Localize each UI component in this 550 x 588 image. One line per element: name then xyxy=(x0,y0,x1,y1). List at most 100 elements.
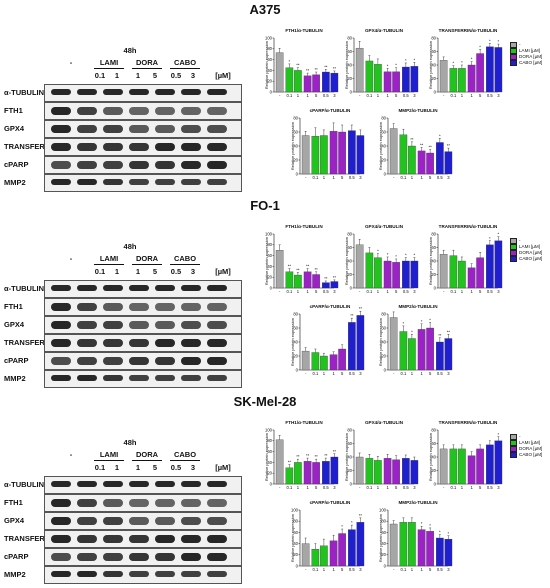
legend-entry: DORA [µM] xyxy=(510,54,542,60)
y-tick-label: 40 xyxy=(347,454,352,459)
bar xyxy=(312,274,320,289)
protein-band xyxy=(181,499,201,507)
bar xyxy=(322,71,330,93)
protein-band xyxy=(129,481,149,487)
protein-band xyxy=(129,285,149,291)
x-tick-label: 1 xyxy=(386,289,389,294)
drug-label: - xyxy=(69,254,73,263)
bar xyxy=(355,244,364,289)
x-tick-label: 1 xyxy=(470,485,473,490)
x-tick-label: 0.5 xyxy=(349,175,355,180)
x-tick-label: 1 xyxy=(297,485,300,490)
y-tick-label: 40 xyxy=(431,62,436,67)
y-tick-label: 60 xyxy=(431,441,436,446)
significance-marker: ** xyxy=(306,68,310,73)
significance-marker: ** xyxy=(359,306,363,311)
protein-band xyxy=(103,89,123,95)
significance-marker: ** xyxy=(333,66,337,71)
y-tick-label: 60 xyxy=(347,49,352,54)
bar xyxy=(389,523,398,567)
bar xyxy=(383,71,392,93)
y-tick-label: 40 xyxy=(381,541,386,546)
y-axis-label: Relative protein expression xyxy=(264,237,269,285)
duration-label: 48h xyxy=(123,242,137,251)
protein-band xyxy=(207,481,227,487)
bar-chart: TRANSFERRIN/α-TUBULIN Relative protein ex… xyxy=(428,28,503,109)
protein-band xyxy=(181,303,201,311)
bar xyxy=(402,66,410,93)
bar xyxy=(356,315,365,371)
bar xyxy=(329,131,338,175)
protein-band xyxy=(155,571,175,577)
significance-marker: ** xyxy=(306,264,310,269)
protein-label: cPARP xyxy=(4,552,29,561)
protein-band xyxy=(77,107,97,115)
drug-label: LAMI xyxy=(99,450,119,459)
bar xyxy=(436,537,444,567)
legend-entry: LAMI [µM] xyxy=(510,244,542,250)
protein-band xyxy=(129,499,149,507)
legend-entry: - xyxy=(510,42,542,48)
y-tick-label: 40 xyxy=(347,258,352,263)
dose-label: 3 xyxy=(190,71,196,80)
x-tick-label: 1 xyxy=(306,485,309,490)
y-tick-label: 60 xyxy=(267,57,272,62)
protein-band xyxy=(129,321,149,329)
x-tick-label: 0.5 xyxy=(323,93,329,98)
blot-strip xyxy=(44,174,242,192)
protein-band xyxy=(51,321,71,329)
protein-band xyxy=(129,179,149,185)
legend-label: DORA [µM] xyxy=(519,54,543,59)
x-tick-label: 1 xyxy=(420,175,423,180)
y-tick-label: 100 xyxy=(265,35,273,40)
x-tick-label: 1 xyxy=(377,93,380,98)
bar xyxy=(389,317,398,371)
unit-label: [µM] xyxy=(215,71,231,80)
protein-band xyxy=(181,89,201,95)
legend-label: CABO [µM] xyxy=(519,256,543,261)
chart-title: cPARP/α-TUBULIN xyxy=(310,108,351,113)
y-tick-label: 0 xyxy=(350,89,353,94)
y-axis-label: Relative protein expression xyxy=(344,237,349,285)
x-tick-label: - xyxy=(393,567,395,572)
x-tick-label: 1 xyxy=(461,93,464,98)
legend-label: - xyxy=(519,42,521,47)
dose-label: 5 xyxy=(152,267,158,276)
x-tick-label: 1 xyxy=(386,93,389,98)
bar xyxy=(439,60,448,93)
protein-band xyxy=(129,571,149,577)
bar xyxy=(467,455,476,485)
bar xyxy=(320,355,328,371)
legend-swatch xyxy=(510,446,517,452)
bar xyxy=(365,252,374,289)
protein-band xyxy=(207,357,227,365)
y-tick-label: 60 xyxy=(381,325,386,330)
y-tick-label: 60 xyxy=(293,129,298,134)
y-tick-label: 60 xyxy=(347,245,352,250)
protein-band xyxy=(103,161,123,169)
x-tick-label: 5 xyxy=(429,567,432,572)
bar xyxy=(303,461,312,485)
protein-band xyxy=(181,285,201,291)
significance-marker: * xyxy=(351,520,353,525)
legend-label: - xyxy=(519,238,521,243)
bar xyxy=(449,255,458,289)
drug-label: - xyxy=(69,450,73,459)
legend-swatch xyxy=(510,256,517,262)
protein-band xyxy=(51,553,71,561)
protein-band xyxy=(51,107,71,115)
bar xyxy=(436,341,444,371)
x-tick-label: - xyxy=(443,93,445,98)
significance-marker: * xyxy=(429,317,431,322)
bar xyxy=(338,131,346,175)
protein-band xyxy=(129,125,149,133)
x-tick-label: - xyxy=(359,289,361,294)
y-tick-label: 0 xyxy=(270,89,273,94)
x-tick-label: 0.5 xyxy=(323,485,329,490)
bar xyxy=(408,522,416,567)
x-tick-label: 3 xyxy=(359,371,362,376)
bar xyxy=(303,271,312,289)
x-tick-label: 0.1 xyxy=(400,371,406,376)
x-tick-label: 1 xyxy=(306,289,309,294)
significance-marker: ** xyxy=(324,453,328,458)
